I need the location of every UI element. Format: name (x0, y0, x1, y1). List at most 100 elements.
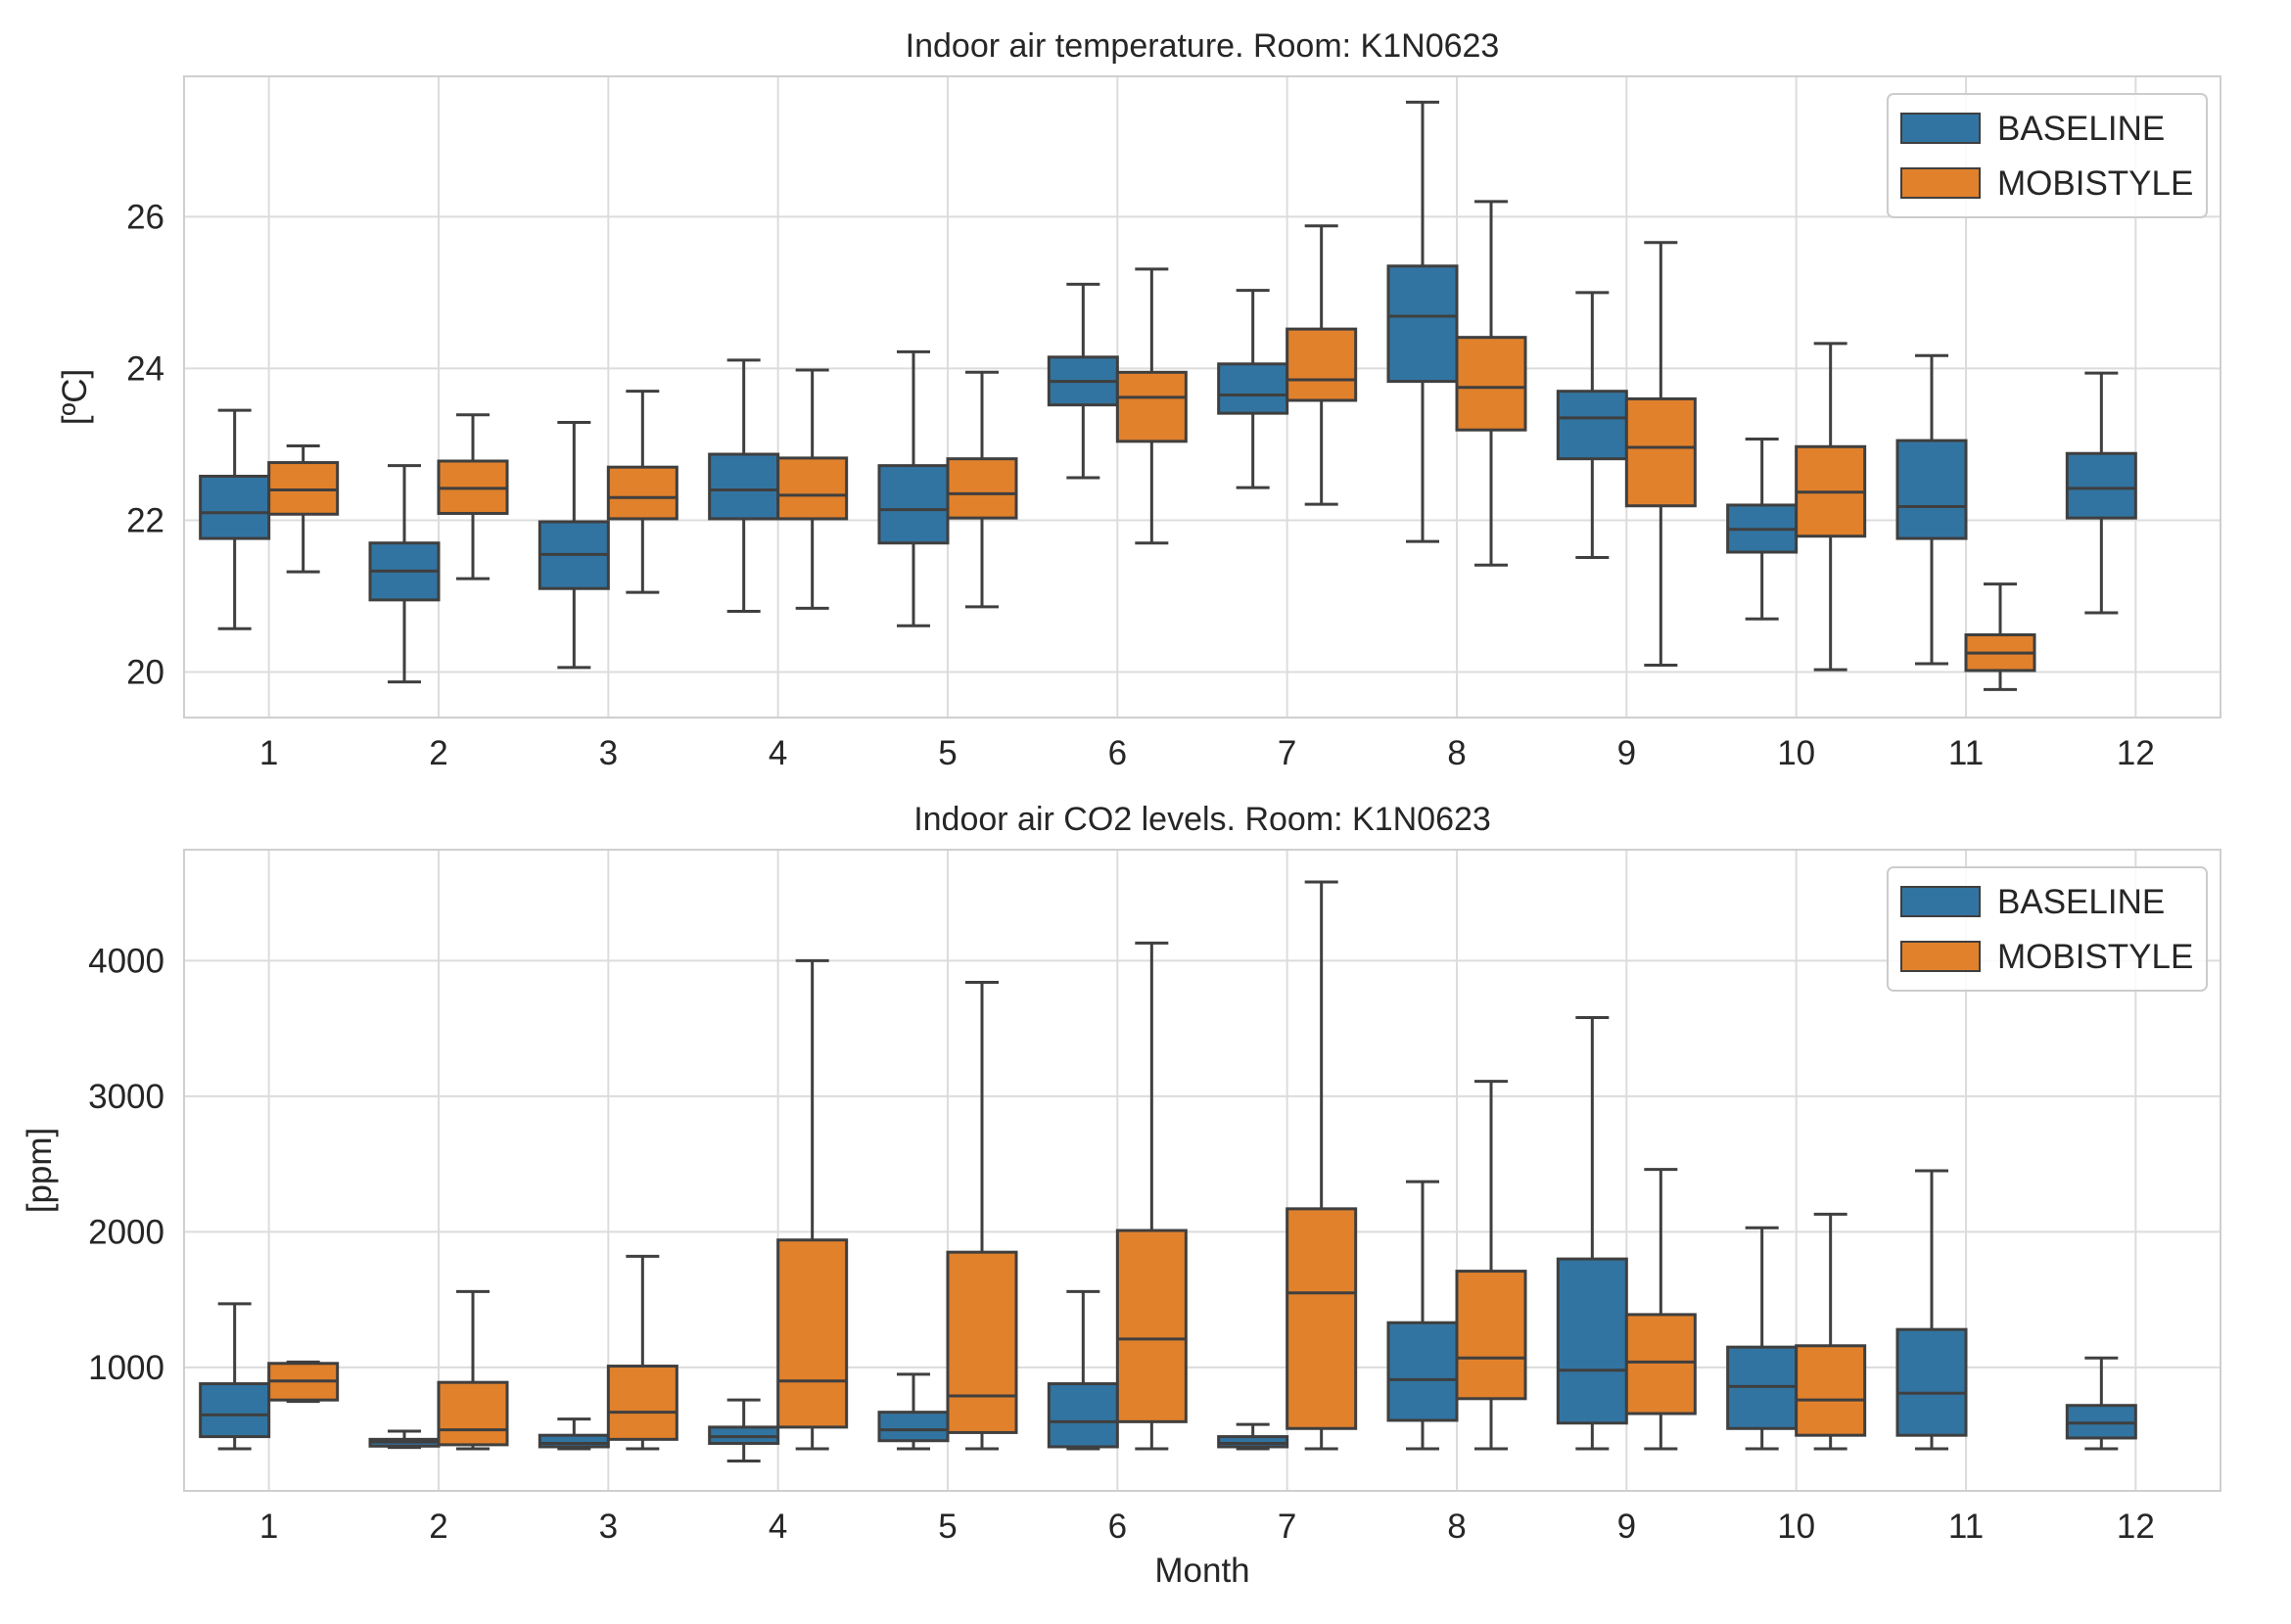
x-tick-label: 2 (429, 734, 447, 772)
iqr-box (1217, 362, 1289, 415)
iqr-box (1624, 396, 1697, 508)
series-mobistyle (267, 200, 2036, 691)
iqr-box (1286, 1207, 1358, 1430)
box-mobistyle-month-9 (1624, 241, 1697, 668)
chart-title: Indoor air CO2 levels. Room: K1N0623 (913, 801, 1491, 838)
x-tick-label: 6 (1108, 734, 1127, 772)
box-baseline-month-12 (2065, 371, 2137, 615)
iqr-box (708, 452, 780, 521)
series-baseline (199, 100, 2137, 684)
iqr-box (776, 456, 849, 521)
iqr-box (1455, 1270, 1527, 1401)
box-baseline-month-12 (2065, 1356, 2137, 1451)
box-baseline-month-11 (1895, 1169, 1968, 1451)
legend-label-baseline: BASELINE (1997, 110, 2165, 148)
x-tick-label: 7 (1278, 1508, 1296, 1546)
box-mobistyle-month-5 (946, 980, 1018, 1451)
plot-frame (183, 849, 2221, 1492)
y-tick-label: 20 (126, 653, 164, 691)
x-tick-label: 6 (1108, 1508, 1127, 1546)
box-mobistyle-month-10 (1795, 1212, 1867, 1451)
x-tick-label: 12 (2117, 734, 2155, 772)
iqr-box (199, 475, 271, 540)
box-baseline-month-1 (199, 408, 271, 630)
iqr-box (199, 1382, 271, 1439)
x-tick-label: 3 (599, 1508, 618, 1546)
box-mobistyle-month-6 (1115, 941, 1188, 1451)
iqr-box (606, 465, 678, 521)
x-tick-label: 4 (769, 734, 787, 772)
box-mobistyle-month-4 (776, 958, 849, 1451)
iqr-box (1455, 336, 1527, 432)
box-mobistyle-month-3 (606, 390, 678, 594)
iqr-box (1047, 1382, 1119, 1449)
x-tick-label: 10 (1777, 1508, 1815, 1546)
y-axis-label: [ppm] (21, 1128, 59, 1214)
box-mobistyle-month-1 (267, 443, 340, 574)
x-tick-label: 8 (1447, 734, 1466, 772)
y-tick-label: 26 (126, 198, 164, 236)
legend: BASELINE MOBISTYLE (1887, 866, 2208, 992)
box-mobistyle-month-2 (437, 413, 509, 580)
y-tick-label: 2000 (88, 1213, 164, 1251)
y-tick-label: 4000 (88, 942, 164, 980)
iqr-box (1115, 370, 1188, 443)
box-baseline-month-6 (1047, 282, 1119, 480)
box-mobistyle-month-8 (1455, 200, 1527, 567)
box-baseline-month-2 (368, 464, 441, 684)
legend-swatch-baseline (1900, 113, 1981, 144)
box-mobistyle-month-8 (1455, 1080, 1527, 1451)
box-baseline-month-9 (1556, 1016, 1628, 1451)
box-baseline-month-5 (877, 1372, 950, 1451)
iqr-box (1895, 1327, 1968, 1437)
box-mobistyle-month-1 (267, 1360, 340, 1404)
series-baseline (199, 1016, 2137, 1463)
box-baseline-month-1 (199, 1302, 271, 1451)
iqr-box (1286, 327, 1358, 402)
legend-swatch-mobistyle (1900, 941, 1981, 972)
legend-label-baseline: BASELINE (1997, 883, 2165, 921)
x-tick-label: 11 (1948, 1508, 1984, 1546)
box-baseline-month-4 (708, 1398, 780, 1463)
box-baseline-month-10 (1726, 438, 1799, 621)
box-baseline-month-8 (1386, 1180, 1459, 1451)
legend: BASELINE MOBISTYLE (1887, 93, 2208, 218)
iqr-box (946, 457, 1018, 520)
x-tick-label: 1 (259, 734, 278, 772)
box-baseline-month-11 (1895, 353, 1968, 666)
box-mobistyle-month-11 (1964, 582, 2036, 691)
iqr-box (1624, 1313, 1697, 1415)
legend-swatch-baseline (1900, 886, 1981, 917)
iqr-box (538, 1433, 610, 1449)
iqr-box (1217, 1435, 1289, 1449)
x-tick-label: 2 (429, 1508, 447, 1546)
iqr-box (1386, 264, 1459, 384)
iqr-box (877, 1411, 950, 1443)
iqr-box (606, 1365, 678, 1441)
iqr-box (776, 1238, 849, 1429)
iqr-box (2065, 451, 2137, 520)
x-tick-label: 4 (769, 1508, 787, 1546)
box-baseline-month-4 (708, 358, 780, 613)
iqr-box (1795, 1344, 1867, 1437)
legend-swatch-mobistyle (1900, 167, 1981, 199)
box-baseline-month-3 (538, 1417, 610, 1451)
plot-frame (183, 75, 2221, 719)
box-mobistyle-month-5 (946, 370, 1018, 609)
iqr-box (1115, 1229, 1188, 1423)
box-baseline-month-2 (368, 1429, 441, 1450)
y-axis-label: [ºC] (56, 369, 94, 426)
box-mobistyle-month-2 (437, 1289, 509, 1451)
box-baseline-month-7 (1217, 289, 1289, 489)
iqr-box (267, 461, 340, 516)
iqr-box (437, 1380, 509, 1447)
box-mobistyle-month-6 (1115, 267, 1188, 545)
iqr-box (1895, 439, 1968, 540)
x-tick-label: 5 (938, 734, 957, 772)
y-tick-label: 3000 (88, 1078, 164, 1116)
legend-label-mobistyle: MOBISTYLE (1997, 938, 2193, 976)
box-baseline-month-6 (1047, 1289, 1119, 1451)
box-mobistyle-month-7 (1286, 880, 1358, 1451)
